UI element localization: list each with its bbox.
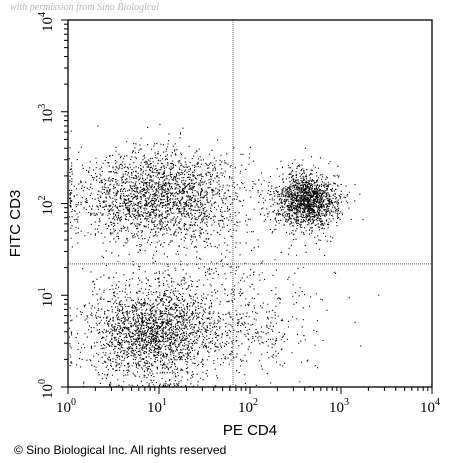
cell-events — [68, 123, 380, 388]
y-tick-label: 100 — [37, 379, 56, 399]
y-tick-label: 102 — [37, 196, 56, 216]
x-axis-title: PE CD4 — [223, 422, 277, 439]
y-tick-label: 103 — [37, 104, 56, 124]
y-tick-label-group: 104 — [37, 12, 56, 32]
y-tick-label-group: 101 — [37, 287, 56, 307]
y-tick-label-group: 103 — [37, 104, 56, 124]
x-tick-label: 100 — [56, 397, 76, 416]
x-tick-label: 101 — [147, 397, 167, 416]
y-tick-label: 101 — [37, 287, 56, 307]
watermark-text: with permission from Sino Biological — [10, 2, 160, 13]
axis-ticks: 100 101 102 103 104 100 101 102 103 104 — [37, 12, 440, 416]
copyright-text: © Sino Biological Inc. All rights reserv… — [14, 443, 227, 457]
y-tick-label-group: 102 — [37, 196, 56, 216]
y-tick-label-group: 100 — [37, 379, 56, 399]
x-tick-label: 102 — [238, 397, 258, 416]
x-tick-label: 103 — [329, 397, 349, 416]
dot-cloud — [68, 123, 380, 388]
y-axis-title: FITC CD3 — [7, 190, 24, 258]
y-tick-label: 104 — [37, 12, 56, 32]
x-tick-label: 104 — [420, 397, 440, 416]
